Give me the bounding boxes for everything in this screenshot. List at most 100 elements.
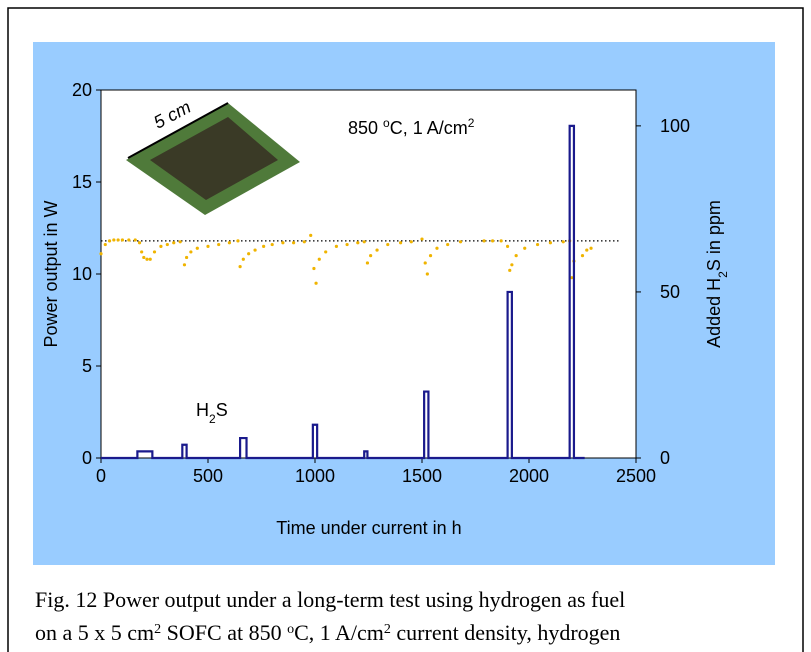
power-point xyxy=(409,240,413,244)
power-point xyxy=(281,241,285,245)
y-tick-label: 10 xyxy=(72,264,92,284)
power-point xyxy=(309,233,313,237)
y2-axis-label: Added H2S in ppm xyxy=(704,200,730,348)
y-tick-label: 20 xyxy=(72,80,92,100)
power-point xyxy=(446,242,450,247)
power-point xyxy=(561,240,565,244)
power-point xyxy=(458,240,463,244)
power-point xyxy=(236,239,240,243)
power-point xyxy=(362,240,366,244)
power-point xyxy=(145,257,149,261)
frame xyxy=(7,7,804,652)
power-point xyxy=(217,242,221,247)
annotation-part: C, 1 A/cm xyxy=(390,118,468,138)
power-point xyxy=(99,252,103,256)
x-tick-label: 0 xyxy=(96,466,106,486)
caption-part: SOFC at 850 xyxy=(161,620,287,645)
annotation-part: 850 xyxy=(348,118,383,138)
power-point xyxy=(195,246,199,250)
y2-tick-label: 100 xyxy=(660,116,690,136)
y2-tick-label: 50 xyxy=(660,282,680,302)
power-point xyxy=(185,255,189,260)
power-point xyxy=(247,252,251,256)
power-point xyxy=(508,268,512,272)
caption-part: o xyxy=(287,622,294,637)
label-part: H xyxy=(196,400,209,420)
caption-part: current density, hydrogen xyxy=(391,620,621,645)
x-axis-label: Time under current in h xyxy=(276,518,461,538)
caption-line: Fig. 12 Power output under a long-term t… xyxy=(35,587,625,612)
power-point xyxy=(506,244,510,248)
caption-part: 2 xyxy=(384,622,391,637)
power-point xyxy=(345,242,349,247)
power-point xyxy=(302,240,306,244)
power-point xyxy=(420,237,424,241)
cell-center xyxy=(150,117,278,200)
power-point xyxy=(580,254,585,258)
power-point xyxy=(112,238,116,242)
x-tick-label: 2500 xyxy=(616,466,656,486)
label-part: 2 xyxy=(209,412,216,426)
power-point xyxy=(334,244,338,248)
h2s-label: H2S xyxy=(196,400,228,426)
power-point xyxy=(435,246,439,250)
power-point xyxy=(142,255,146,260)
power-point xyxy=(238,265,242,269)
power-point xyxy=(375,248,379,252)
power-point xyxy=(423,261,427,265)
x-tick-label: 1500 xyxy=(402,466,442,486)
power-point xyxy=(491,239,495,243)
x-tick-label: 500 xyxy=(193,466,223,486)
power-point xyxy=(312,266,316,271)
power-point xyxy=(262,244,266,248)
power-point xyxy=(133,238,137,242)
power-point xyxy=(548,241,553,245)
power-point xyxy=(399,241,403,245)
power-point xyxy=(127,238,131,242)
label-part: Added H xyxy=(704,278,724,348)
power-point xyxy=(428,254,433,258)
caption-part: 2 xyxy=(154,622,161,637)
power-point xyxy=(324,250,328,254)
annotation: 850 oC, 1 A/cm2 xyxy=(348,116,475,138)
power-point xyxy=(148,257,152,261)
power-point xyxy=(356,241,360,245)
inset-photo: 5 cm xyxy=(126,97,300,215)
power-point xyxy=(140,250,144,254)
power-point xyxy=(159,244,163,248)
power-point xyxy=(120,238,124,242)
x-tick-label: 1000 xyxy=(295,466,335,486)
power-point xyxy=(510,263,514,267)
power-point xyxy=(425,272,429,276)
power-point xyxy=(152,250,157,254)
power-point xyxy=(103,242,107,247)
label-part: S in ppm xyxy=(704,200,724,271)
power-point xyxy=(499,239,503,243)
annotation-part: o xyxy=(383,116,390,130)
power-point xyxy=(182,263,187,267)
power-point xyxy=(523,246,527,250)
y2-tick-label: 0 xyxy=(660,448,670,468)
power-point xyxy=(189,250,193,254)
y-tick-label: 5 xyxy=(82,356,92,376)
power-point xyxy=(206,244,210,248)
power-point xyxy=(514,254,518,258)
power-point xyxy=(589,246,593,250)
power-point xyxy=(107,239,112,243)
power-point xyxy=(314,281,318,285)
caption-part: C, 1 A/cm xyxy=(294,620,384,645)
power-point xyxy=(292,241,296,245)
power-point xyxy=(585,248,589,252)
power-point xyxy=(317,257,321,261)
power-point xyxy=(172,241,176,245)
power-point xyxy=(570,276,574,280)
power-point xyxy=(137,241,142,245)
power-point xyxy=(253,248,257,252)
power-point xyxy=(365,261,370,265)
power-point xyxy=(482,239,486,243)
y-tick-label: 0 xyxy=(82,448,92,468)
x-tick-label: 2000 xyxy=(509,466,549,486)
dimension-arrow xyxy=(127,102,229,159)
